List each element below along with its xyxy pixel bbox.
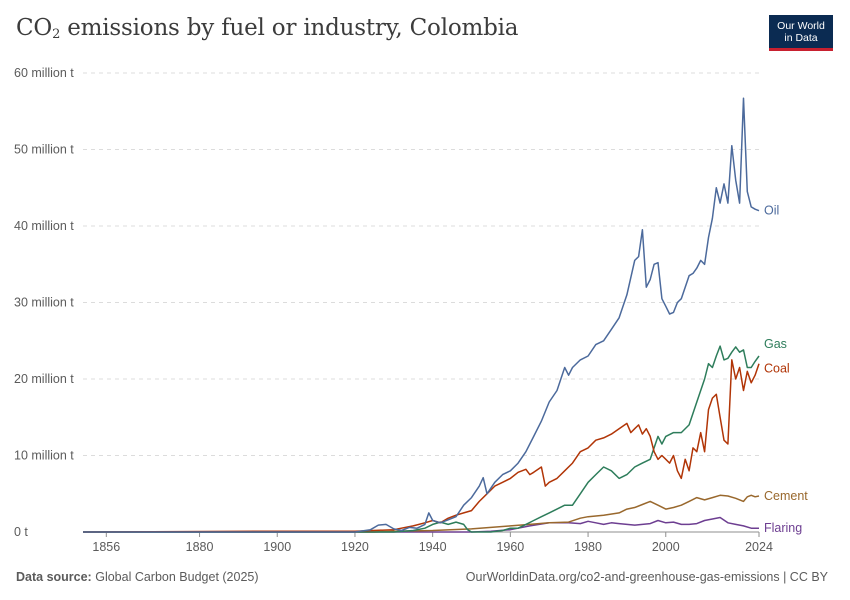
series-label-gas[interactable]: Gas xyxy=(764,337,787,351)
title-main: CO xyxy=(16,15,53,41)
y-tick-label: 50 million t xyxy=(14,143,74,157)
data-source-link[interactable]: Global Carbon Budget (2025) xyxy=(95,570,259,584)
x-tick-label: 1940 xyxy=(419,540,447,554)
chart-title: CO2 emissions by fuel or industry, Colom… xyxy=(16,15,519,42)
series-label-cement[interactable]: Cement xyxy=(764,489,808,503)
logo-line-1: Our World xyxy=(777,20,825,32)
data-source: Data source: Global Carbon Budget (2025) xyxy=(16,570,259,584)
owid-logo[interactable]: Our World in Data xyxy=(769,15,833,51)
attribution-link[interactable]: OurWorldinData.org/co2-and-greenhouse-ga… xyxy=(465,570,828,584)
x-tick-label: 1900 xyxy=(263,540,291,554)
logo-line-2: in Data xyxy=(784,32,818,44)
title-subscript: 2 xyxy=(52,27,61,42)
series-line-oil[interactable] xyxy=(83,97,760,533)
x-axis: 1856 1880 1900 1920 1940 1960 1980 2000 2024 xyxy=(83,531,773,554)
y-tick-label: 10 million t xyxy=(14,449,74,463)
series-line-cement[interactable] xyxy=(83,494,760,533)
series-line-gas[interactable] xyxy=(83,345,760,533)
y-axis-ticks: 0 t 10 million t 20 million t 30 million t 4… xyxy=(14,66,74,539)
y-tick-label: 60 million t xyxy=(14,66,74,80)
x-tick-label: 2000 xyxy=(652,540,680,554)
series-labels: Flaring Cement Gas Coal Oil xyxy=(764,204,808,535)
series-label-oil[interactable]: Oil xyxy=(764,204,779,218)
series-label-coal[interactable]: Coal xyxy=(764,362,790,376)
x-tick-label: 1960 xyxy=(496,540,524,554)
series-line-flaring[interactable] xyxy=(83,516,759,533)
data-source-label: Data source: xyxy=(16,570,92,584)
series-line-coal[interactable] xyxy=(82,359,760,533)
x-tick-label: 1920 xyxy=(341,540,369,554)
title-rest: emissions by fuel or industry, Colombia xyxy=(60,15,519,41)
gridlines xyxy=(83,72,759,456)
y-tick-label: 20 million t xyxy=(14,372,74,386)
y-tick-label: 40 million t xyxy=(14,219,74,233)
x-tick-label: 1856 xyxy=(92,540,120,554)
x-tick-label: 1980 xyxy=(574,540,602,554)
series-label-flaring[interactable]: Flaring xyxy=(764,521,802,535)
x-tick-label: 2024 xyxy=(745,540,773,554)
y-tick-label: 0 t xyxy=(14,525,28,539)
line-chart: 0 t 10 million t 20 million t 30 million t 4… xyxy=(14,66,808,554)
x-tick-label: 1880 xyxy=(186,540,214,554)
series-lines xyxy=(82,97,760,533)
y-tick-label: 30 million t xyxy=(14,296,74,310)
